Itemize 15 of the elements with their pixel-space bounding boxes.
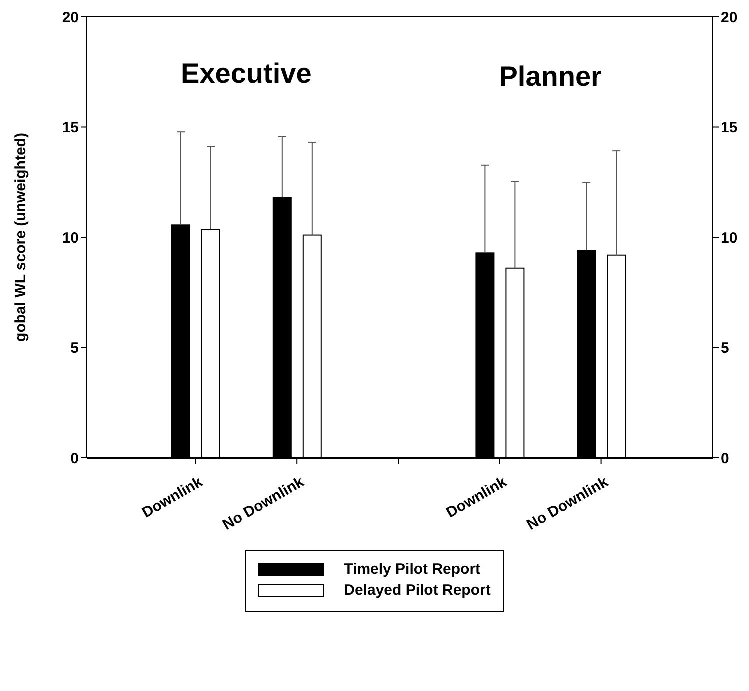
annotation: Executive [181, 58, 312, 90]
y-tick-label: 15 [62, 120, 79, 137]
annotation: Planner [499, 61, 602, 92]
y2-tick-label: 5 [721, 340, 730, 358]
y2-tick-label: 15 [721, 120, 738, 137]
y-tick-label: 10 [62, 230, 79, 247]
y2-tick-label: 0 [721, 450, 730, 468]
legend-label: Delayed Pilot Report [344, 582, 491, 599]
y-tick-label: 5 [70, 340, 79, 358]
y2-tick-label: 10 [721, 230, 738, 247]
y-tick-label: 20 [62, 9, 79, 26]
y-axis-title: gobal WL score (unweighted) [12, 133, 30, 342]
legend-label: Timely Pilot Report [344, 561, 481, 578]
y2-tick-label: 20 [721, 9, 738, 26]
y-tick-label: 0 [70, 450, 79, 468]
